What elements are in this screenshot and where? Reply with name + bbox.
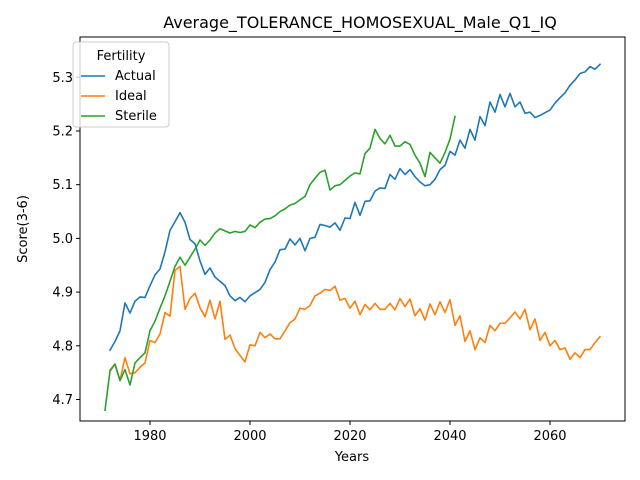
series-line-ideal	[108, 265, 602, 381]
y-tick-label: 4.7	[52, 393, 73, 408]
legend-label-actual: Actual	[115, 69, 156, 84]
legend-label-ideal: Ideal	[115, 89, 147, 104]
series-layer	[104, 63, 602, 412]
y-tick-label: 5.1	[52, 178, 73, 193]
y-tick-label: 4.8	[52, 339, 73, 354]
x-tick-label: 2000	[233, 429, 266, 444]
y-tick-label: 5.0	[52, 232, 73, 247]
series-line-sterile	[104, 115, 456, 412]
y-tick-label: 4.9	[52, 286, 73, 301]
y-tick-label: 5.3	[52, 71, 73, 86]
x-tick-label: 2020	[333, 429, 366, 444]
series-line-actual	[108, 63, 602, 352]
chart-title: Average_TOLERANCE_HOMOSEXUAL_Male_Q1_IQ	[163, 13, 557, 33]
y-tick-label: 5.2	[52, 124, 73, 139]
legend-label-sterile: Sterile	[115, 109, 157, 124]
legend-box	[72, 41, 170, 128]
y-axis-label: Score(3-6)	[16, 195, 31, 263]
y-axis-ticks: 4.7 4.8 4.9 5.0 5.1 5.2 5.3	[52, 71, 80, 408]
x-tick-label: 2060	[533, 429, 566, 444]
x-axis-label: Years	[334, 450, 370, 465]
legend-title: Fertility	[97, 49, 146, 64]
legend: Fertility Actual Ideal Sterile	[72, 41, 170, 128]
x-tick-label: 1980	[133, 429, 166, 444]
x-axis-ticks: 1980 2000 2020 2040 2060	[133, 421, 567, 444]
x-tick-label: 2040	[433, 429, 466, 444]
legend-entries: Actual Ideal Sterile	[81, 69, 157, 124]
plot-frame	[79, 36, 626, 422]
